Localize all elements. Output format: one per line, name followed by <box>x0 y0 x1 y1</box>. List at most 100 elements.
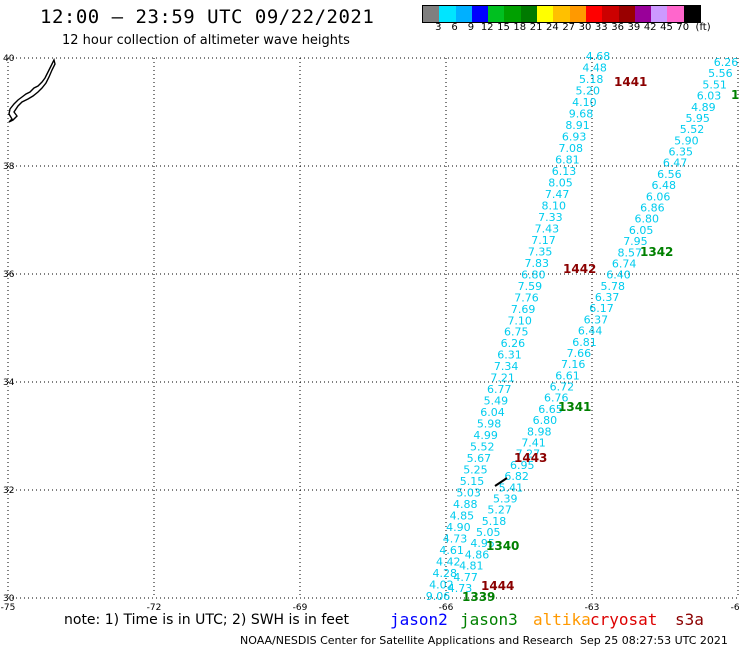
color-swatch <box>488 6 505 22</box>
wave-height-label: 6.95 <box>510 459 535 472</box>
wave-height-label: 6.31 <box>497 349 522 362</box>
wave-height-label: 4.73 <box>448 582 473 595</box>
pass-number-label: 1442 <box>563 262 596 276</box>
wave-height-label: 6.04 <box>480 406 505 419</box>
wave-height-label: 9.06 <box>426 590 451 603</box>
wave-height-label: 7.33 <box>538 211 563 224</box>
map-title: 12:00 – 23:59 UTC 09/22/2021 <box>40 6 375 28</box>
color-legend-label: 24 <box>546 22 559 33</box>
wave-height-label: 7.47 <box>545 188 570 201</box>
color-legend-bar <box>422 5 702 23</box>
wave-height-label: 4.02 <box>429 579 454 592</box>
wave-height-label: 6.05 <box>629 224 654 237</box>
wave-height-label: 6.77 <box>487 383 512 396</box>
wave-height-label: 7.10 <box>507 314 532 327</box>
lon-tick-label: -60 <box>731 603 740 613</box>
altimeter-track-1: 4.684.485.185.204.109.688.916.937.086.81… <box>426 50 611 603</box>
lat-lon-grid <box>7 57 739 599</box>
pass-number-label: 1339 <box>462 590 495 604</box>
wave-height-label: 4.88 <box>453 498 478 511</box>
wave-height-label: 6.37 <box>595 291 620 304</box>
wave-height-label: 4.89 <box>691 101 716 114</box>
wave-height-label: 4.85 <box>450 510 475 523</box>
wave-height-label: 6.03 <box>697 90 722 103</box>
coastline <box>8 57 56 123</box>
wave-height-label: 9.68 <box>569 107 594 120</box>
lon-tick-label: -69 <box>293 603 308 613</box>
pass-number-label: 1341 <box>558 400 591 414</box>
wave-height-label: 7.17 <box>531 234 556 247</box>
color-swatch <box>585 6 603 22</box>
wave-height-label: 6.76 <box>544 392 569 405</box>
wave-height-label: 6.26 <box>714 56 739 69</box>
wave-height-label: 4.95 <box>470 537 495 550</box>
color-swatch <box>537 6 554 22</box>
wave-height-label: 5.49 <box>484 395 509 408</box>
color-swatch <box>651 6 668 22</box>
wave-height-label: 6.35 <box>668 146 693 159</box>
color-legend-label: 18 <box>513 22 527 33</box>
footer-note: note: 1) Time is in UTC; 2) SWH is in fe… <box>64 612 350 628</box>
wave-height-label: 7.59 <box>518 280 543 293</box>
wave-height-label: 6.80 <box>635 213 660 226</box>
wave-height-label: 5.25 <box>463 464 488 477</box>
color-swatch <box>471 6 489 22</box>
wave-height-label: 8.10 <box>541 199 566 212</box>
wave-height-label: 5.78 <box>601 280 626 293</box>
altimeter-track-2: 6.265.565.516.034.895.955.525.906.356.47… <box>448 56 739 595</box>
wave-height-label: 5.18 <box>579 73 604 86</box>
color-legend-label: 36 <box>611 22 624 33</box>
wave-height-label: 7.95 <box>623 235 648 248</box>
map-subtitle: 12 hour collection of altimeter wave hei… <box>62 33 350 48</box>
lon-tick-label: -66 <box>439 603 454 613</box>
wave-height-label: 7.41 <box>521 437 546 450</box>
wave-height-label: 6.40 <box>606 269 631 282</box>
color-legend-label: 27 <box>562 22 576 33</box>
lat-tick-label: 40 <box>3 54 15 64</box>
wave-height-label: 5.15 <box>460 475 485 488</box>
track-black-segment <box>494 477 508 487</box>
wave-height-label: 6.65 <box>538 403 563 416</box>
color-swatch <box>520 6 538 22</box>
wave-height-label: 4.68 <box>586 50 611 63</box>
wave-height-label: 6.56 <box>657 168 682 181</box>
color-legend-label: 42 <box>643 22 657 33</box>
wave-height-label: 4.28 <box>433 567 458 580</box>
axis-labels: -75 -72 -69 -66 -63 -60 40 38 36 34 32 30 <box>1 54 740 613</box>
wave-height-label: 7.43 <box>535 222 560 235</box>
color-swatch <box>618 6 635 22</box>
lat-tick-label: 32 <box>3 486 14 496</box>
wave-height-label: 7.66 <box>567 347 592 360</box>
wave-height-label: 6.80 <box>521 268 546 281</box>
wave-height-label: 6.26 <box>501 337 526 350</box>
lat-tick-label: 30 <box>3 594 15 604</box>
lat-tick-label: 34 <box>3 378 15 388</box>
color-legend-label: 70 <box>676 22 690 33</box>
wave-height-label: 5.20 <box>576 84 601 97</box>
color-legend-unit: (ft) <box>695 22 711 33</box>
wave-height-label: 5.56 <box>708 67 733 80</box>
wave-height-label: 5.95 <box>685 112 710 125</box>
wave-height-label: 4.10 <box>572 96 597 109</box>
wave-height-label: 6.82 <box>504 470 529 483</box>
wave-height-label: 6.74 <box>612 257 637 270</box>
color-legend-label: 3 <box>435 22 442 33</box>
wave-height-label: 5.67 <box>467 452 492 465</box>
wave-height-label: 7.76 <box>514 291 539 304</box>
color-legend-label: 45 <box>660 22 673 33</box>
color-legend-label: 30 <box>578 22 592 33</box>
color-swatch <box>553 6 570 22</box>
color-swatch <box>423 6 440 22</box>
wave-height-label: 7.21 <box>490 372 515 385</box>
wave-height-label: 7.08 <box>559 142 584 155</box>
color-legend-label: 39 <box>627 22 641 33</box>
wave-height-label: 6.80 <box>533 414 558 427</box>
wave-height-label: 6.13 <box>552 165 577 178</box>
wave-height-label: 6.61 <box>555 369 580 382</box>
wave-height-label: 6.86 <box>640 201 665 214</box>
wave-height-label: 4.86 <box>465 548 490 561</box>
wave-height-label: 5.90 <box>674 134 699 147</box>
satellite-legend-item: altika <box>533 610 591 629</box>
wave-height-label: 5.52 <box>470 441 495 454</box>
wave-height-label: 4.77 <box>453 571 478 584</box>
